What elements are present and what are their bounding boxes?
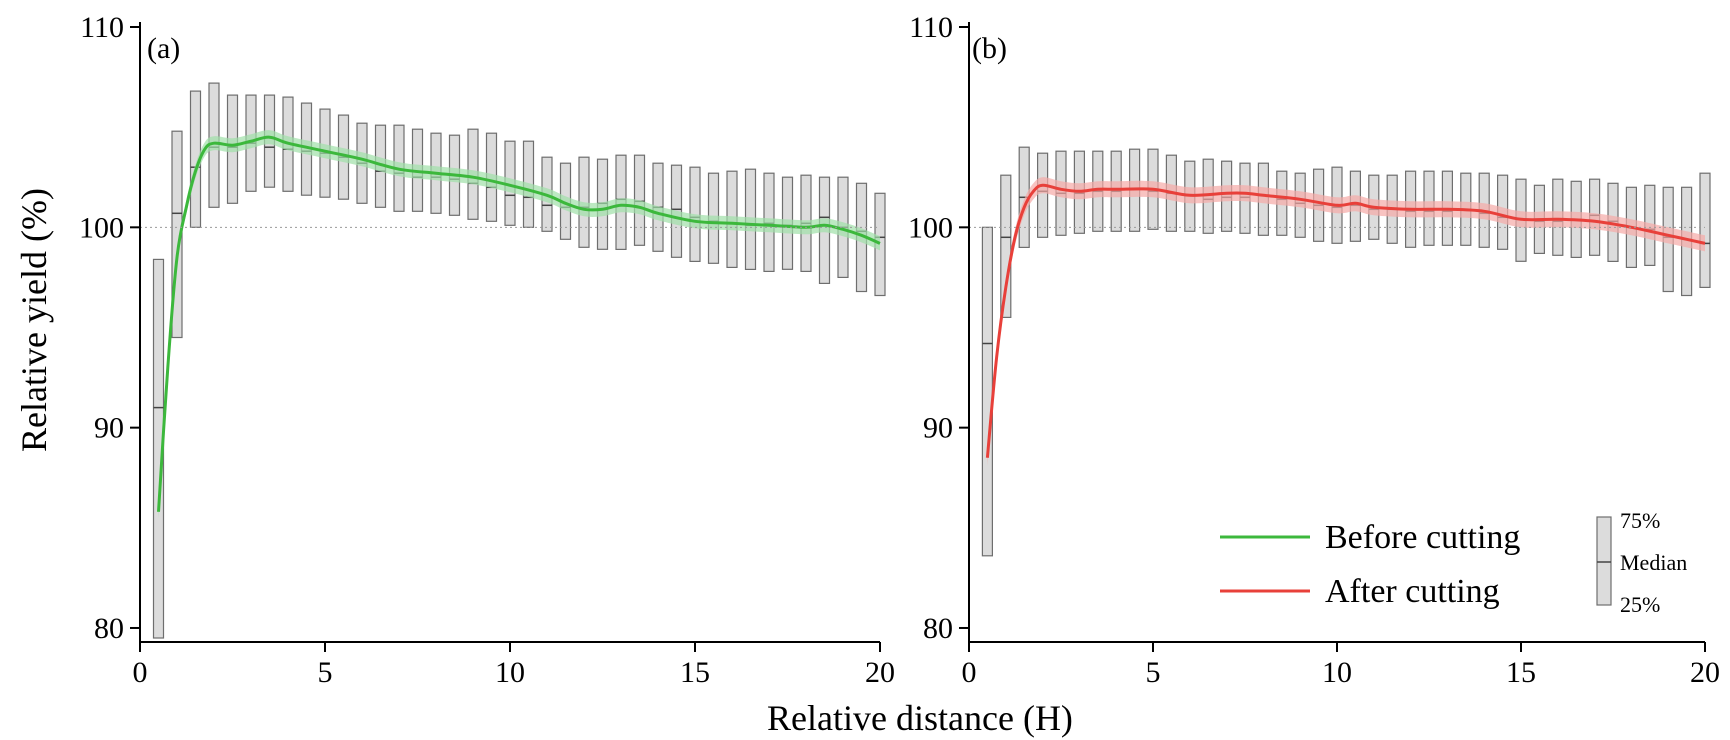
legend-q1-label: 25% [1620, 592, 1660, 617]
panel-a-boxes [152, 82, 886, 639]
panel-a-box [171, 130, 183, 339]
panel-a-x-tick-label: 0 [133, 656, 148, 689]
panel-a-x-tick-label: 20 [865, 656, 895, 689]
y-axis-title: Relative yield (%) [14, 188, 54, 452]
legend-box-icon [1596, 516, 1612, 606]
legend-median-label: Median [1620, 550, 1687, 575]
panel-a-y-tick-label: 80 [94, 612, 124, 645]
panel-b-box [981, 226, 994, 557]
panel-a-y-tick-label: 90 [94, 412, 124, 445]
panel-b-x-tick-label: 20 [1690, 656, 1720, 689]
legend-q3-label: 75% [1620, 508, 1660, 533]
panel-b-y-tick-label: 80 [923, 612, 953, 645]
panel-a-line [157, 135, 881, 512]
panel-b-box [1000, 174, 1012, 318]
panel-b-x-tick-label: 10 [1322, 656, 1352, 689]
panel-a-y-tick-label: 100 [79, 211, 124, 244]
panel-b-line [985, 183, 1706, 458]
legend-before-label: Before cutting [1325, 519, 1520, 556]
panel-b-label: (b) [972, 32, 1007, 65]
legend-after-label: After cutting [1325, 573, 1500, 610]
panel-a-band [158, 130, 880, 519]
panel-a-x-tick-label: 10 [495, 656, 525, 689]
panel-b-box [1036, 152, 1049, 238]
panel-b-y-tick-label: 100 [908, 211, 953, 244]
panel-b-x-tick-label: 5 [1146, 656, 1161, 689]
legend: Before cutting After cutting 75% Median … [1220, 508, 1687, 617]
panel-a-axes: 80 90 100 110 0 5 10 15 20 [79, 11, 895, 689]
panel-b: 80 90 100 110 0 5 10 15 20 (b) [908, 11, 1720, 689]
panel-b-x-tick-label: 0 [962, 656, 977, 689]
panel-a-x-tick-label: 15 [680, 656, 710, 689]
panel-b-y-tick-label: 110 [909, 11, 953, 44]
panel-b-box [1699, 172, 1711, 288]
panel-b-x-tick-label: 15 [1506, 656, 1536, 689]
panel-b-axes: 80 90 100 110 0 5 10 15 20 [908, 11, 1720, 689]
panel-a: 80 90 100 110 0 5 10 15 20 (a) [79, 11, 895, 689]
panel-b-y-tick-label: 90 [923, 412, 953, 445]
panel-a-x-tick-label: 5 [318, 656, 333, 689]
panel-a-label: (a) [147, 32, 180, 65]
panel-a-y-tick-label: 110 [80, 11, 124, 44]
x-axis-title: Relative distance (H) [767, 698, 1073, 738]
